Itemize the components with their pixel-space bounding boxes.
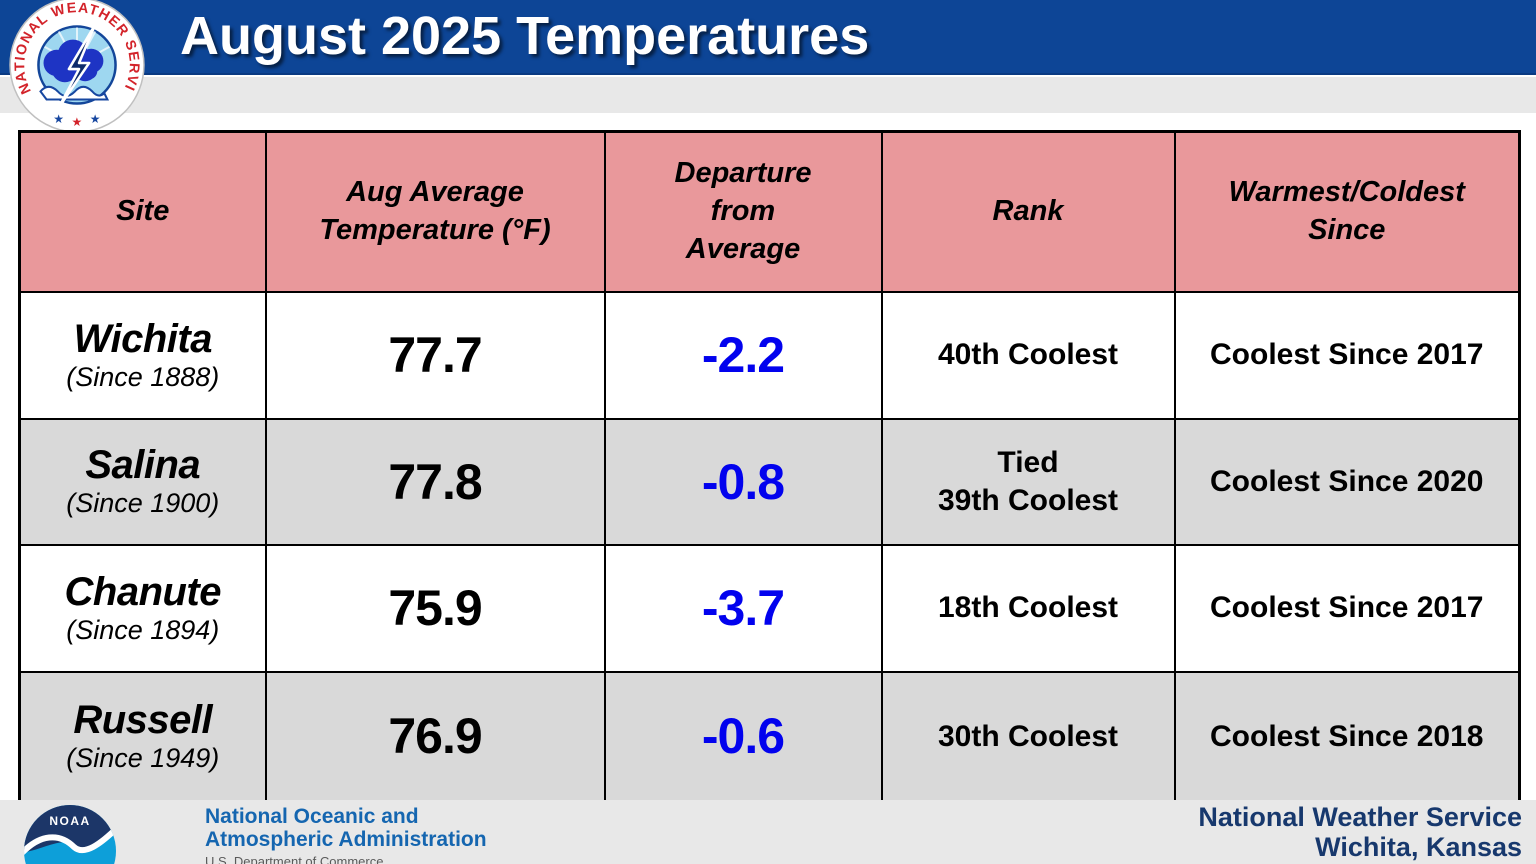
avg-temp-value: 77.7 (264, 290, 606, 420)
site-name: Salina (85, 443, 201, 488)
nws-office-attribution: National Weather Service Wichita, Kansas (1198, 802, 1522, 862)
logo-lightning-bolt (57, 23, 97, 109)
logo-stars: ★ ★ ★ (53, 112, 100, 129)
noaa-line1: National Oceanic and (205, 805, 419, 828)
site-since: (Since 1949) (66, 743, 220, 774)
rank-value: Tied 39th Coolest (880, 417, 1176, 546)
page-title: August 2025 Temperatures (180, 6, 870, 66)
site-cell: Russell (Since 1949) (18, 670, 267, 803)
col-header-rank: Rank (880, 130, 1176, 293)
site-name: Chanute (64, 569, 222, 614)
nws-office-line2: Wichita, Kansas (1315, 832, 1522, 862)
noaa-attribution: National Oceanic and Atmospheric Adminis… (205, 805, 487, 864)
warmest-coldest-value: Coolest Since 2017 (1173, 543, 1521, 673)
footer-bar: NOAA National Oceanic and Atmospheric Ad… (0, 800, 1536, 864)
logo-waves (39, 85, 110, 101)
departure-value: -2.2 (603, 290, 883, 420)
nws-logo-icon: NATIONAL WEATHER SERVICE ★ ★ ★ (6, 0, 145, 133)
site-cell: Salina (Since 1900) (18, 417, 267, 546)
table-row-chanute: Chanute (Since 1894) 75.9 -3.7 18th Cool… (18, 543, 1521, 673)
site-name: Wichita (73, 316, 213, 361)
svg-text:★: ★ (53, 112, 64, 126)
title-underlay-strip (0, 77, 1536, 113)
site-cell: Wichita (Since 1888) (18, 290, 267, 420)
rank-value: 40th Coolest (880, 290, 1176, 420)
table-header-row: Site Aug Average Temperature (°F) Depart… (18, 130, 1521, 293)
temperature-table: Site Aug Average Temperature (°F) Depart… (18, 130, 1521, 803)
title-bar: August 2025 Temperatures (0, 0, 1536, 75)
departure-value: -0.6 (603, 670, 883, 803)
warmest-coldest-value: Coolest Since 2017 (1173, 290, 1521, 420)
commerce-line: U.S. Department of Commerce (205, 854, 384, 864)
departure-value: -0.8 (603, 417, 883, 546)
col-header-site: Site (18, 130, 267, 293)
site-since: (Since 1894) (66, 614, 220, 645)
col-header-warmest-coldest: Warmest/Coldest Since (1173, 130, 1521, 293)
table-row-salina: Salina (Since 1900) 77.8 -0.8 Tied 39th … (18, 417, 1521, 546)
nws-office-line1: National Weather Service (1198, 802, 1522, 832)
col-header-departure: Departure from Average (603, 130, 883, 293)
table-row-russell: Russell (Since 1949) 76.9 -0.6 30th Cool… (18, 670, 1521, 803)
site-since: (Since 1888) (66, 361, 220, 392)
svg-text:★: ★ (90, 112, 101, 126)
noaa-line2: Atmospheric Administration (205, 828, 487, 851)
warmest-coldest-value: Coolest Since 2020 (1173, 417, 1521, 546)
avg-temp-value: 75.9 (264, 543, 606, 673)
col-header-avg-temp: Aug Average Temperature (°F) (264, 130, 606, 293)
site-since: (Since 1900) (66, 488, 220, 519)
svg-text:★: ★ (72, 115, 83, 129)
departure-value: -3.7 (603, 543, 883, 673)
rank-value: 18th Coolest (880, 543, 1176, 673)
avg-temp-value: 77.8 (264, 417, 606, 546)
site-cell: Chanute (Since 1894) (18, 543, 267, 673)
noaa-logo-icon: NOAA (24, 805, 116, 864)
warmest-coldest-value: Coolest Since 2018 (1173, 670, 1521, 803)
site-name: Russell (73, 698, 213, 743)
noaa-logo-text: NOAA (49, 814, 90, 828)
table-row-wichita: Wichita (Since 1888) 77.7 -2.2 40th Cool… (18, 290, 1521, 420)
rank-value: 30th Coolest (880, 670, 1176, 803)
avg-temp-value: 76.9 (264, 670, 606, 803)
